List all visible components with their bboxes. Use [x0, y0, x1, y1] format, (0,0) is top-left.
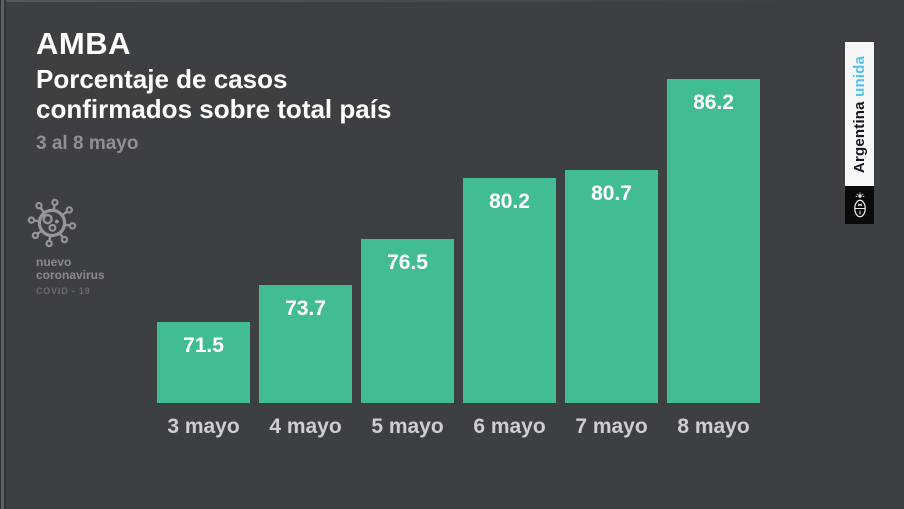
date-range-label: 3 al 8 mayo [36, 133, 139, 154]
screen-left-edge [1, 0, 4, 509]
bar-4-mayo: 73.7 [259, 285, 352, 403]
bar-value-label: 71.5 [183, 334, 224, 357]
covid-badge-sublabel: COVID - 19 [36, 286, 91, 296]
argentina-emblem-box [845, 186, 874, 224]
banner-word-unida: unida [851, 55, 868, 97]
covid-badge-name-line1: nuevo [36, 255, 72, 269]
page-title: AMBA [36, 26, 131, 61]
screen-top-edge [0, 0, 904, 2]
screen-left-edge [4, 0, 6, 509]
x-axis-label: 6 mayo [473, 415, 546, 438]
covid-badge-name: nuevo coronavirus [36, 256, 151, 282]
argentina-coat-of-arms-icon [853, 191, 866, 217]
subtitle-line-1: Porcentaje de casos [36, 64, 288, 94]
bar-value-label: 86.2 [693, 91, 734, 114]
bar-6-mayo: 80.2 [463, 178, 556, 403]
header: AMBA Porcentaje de casos confirmados sob… [36, 27, 391, 155]
bar-value-label: 80.7 [591, 182, 632, 205]
x-axis-label: 8 mayo [677, 415, 750, 438]
bar-8-mayo: 86.2 [667, 79, 760, 403]
argentina-unida-label: Argentina unida [851, 55, 868, 172]
argentina-unida-banner: Argentina unida [845, 42, 874, 186]
x-axis-label: 3 mayo [167, 415, 240, 438]
bar-value-label: 73.7 [285, 297, 326, 320]
subtitle-line-2: confirmados sobre total país [36, 94, 392, 124]
bar-3-mayo: 71.5 [157, 322, 250, 403]
covid-badge-name-line2: coronavirus [36, 268, 105, 282]
bar-value-label: 80.2 [489, 190, 530, 213]
coronavirus-icon [27, 198, 77, 248]
chart-subtitle: Porcentaje de casos confirmados sobre to… [36, 64, 391, 124]
x-axis-label: 7 mayo [575, 415, 648, 438]
bar-5-mayo: 76.5 [361, 239, 454, 403]
screen-left-edge [0, 0, 1, 509]
banner-word-argentina: Argentina [851, 100, 868, 173]
bar-7-mayo: 80.7 [565, 170, 658, 403]
x-axis-label: 5 mayo [371, 415, 444, 438]
x-axis-label: 4 mayo [269, 415, 342, 438]
bar-value-label: 76.5 [387, 251, 428, 274]
covid-badge: nuevo coronavirus COVID - 19 [21, 190, 151, 296]
